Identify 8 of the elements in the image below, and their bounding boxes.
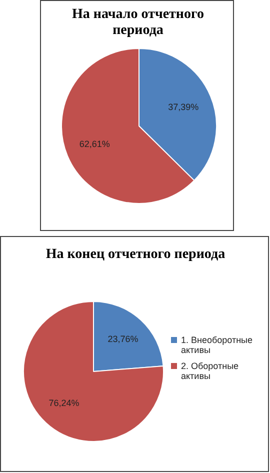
- chart-title: На начало отчетного периода: [70, 7, 206, 39]
- data-label: 23,76%: [108, 334, 138, 344]
- data-label: 62,61%: [79, 139, 110, 150]
- chart-title: На конец отчетного периода: [44, 247, 226, 263]
- legend-label: 1. Внеоборотные активы: [181, 335, 254, 355]
- legend-label: 2. Оборотные активы: [181, 361, 240, 381]
- data-label: 76,24%: [48, 398, 80, 408]
- data-label: 37,39%: [168, 102, 199, 112]
